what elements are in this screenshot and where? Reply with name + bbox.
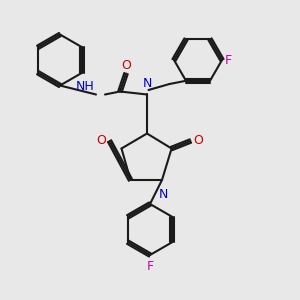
Text: F: F [146, 260, 154, 272]
Text: N: N [159, 188, 168, 200]
Text: O: O [121, 59, 131, 72]
Text: N: N [142, 77, 152, 90]
Text: O: O [97, 134, 106, 148]
Text: NH: NH [76, 80, 94, 93]
Text: F: F [225, 53, 232, 67]
Text: O: O [194, 134, 203, 148]
